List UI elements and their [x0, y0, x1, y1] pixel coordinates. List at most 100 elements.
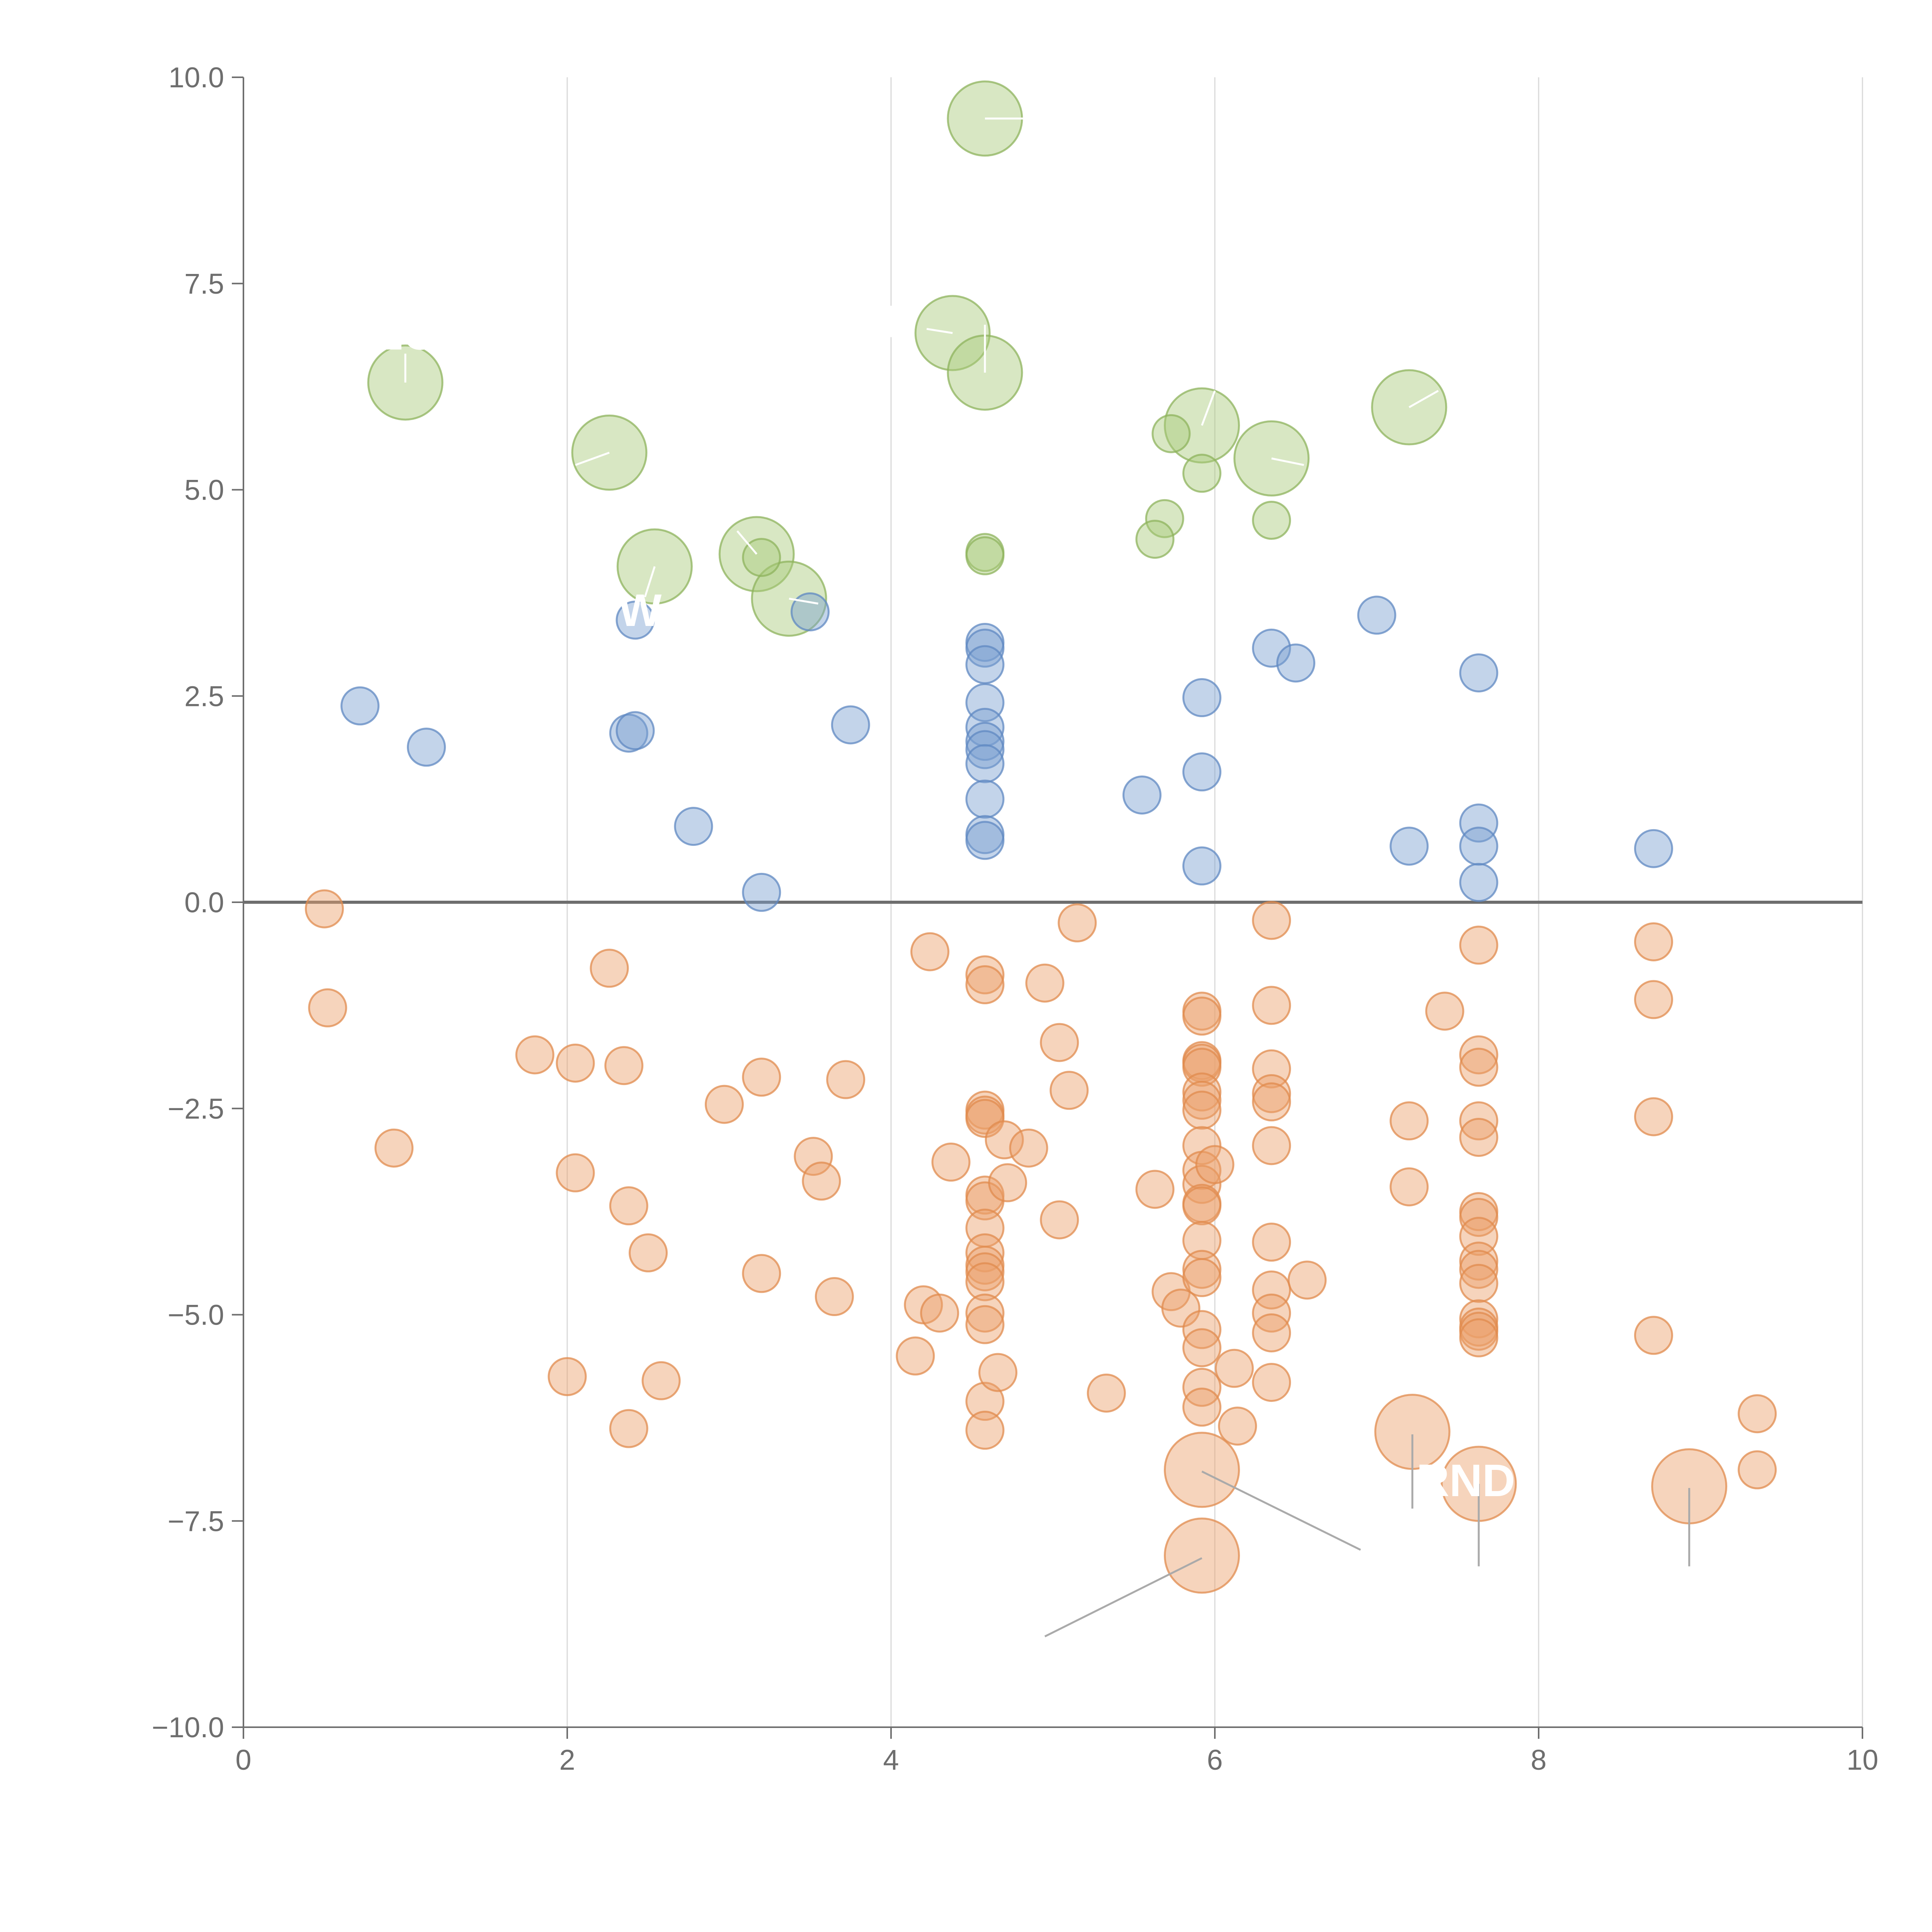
data-point-downregulated: [965, 1262, 1005, 1301]
data-point-downregulated: [742, 1254, 781, 1293]
data-point-downregulated: [1182, 1328, 1221, 1367]
data-point-downregulated: [1252, 1313, 1291, 1352]
x-tick-label: 8: [1531, 1744, 1546, 1776]
data-point-downregulated: [896, 1336, 935, 1376]
data-point-downregulated: [590, 949, 629, 988]
data-point-upregulated: [1135, 520, 1175, 559]
data-point-downregulated: [802, 1162, 841, 1201]
data-point-downregulated: [1182, 1388, 1221, 1427]
data-point-downregulated: [1087, 1373, 1126, 1413]
data-point-downregulated: [1218, 1406, 1257, 1446]
data-point-downregulated: [1738, 1450, 1777, 1490]
data-point-downregulated: [1252, 1270, 1291, 1310]
y-tick-label: 5.0: [184, 474, 224, 506]
data-point-downregulated: [1049, 1071, 1089, 1110]
data-point-downregulated: [1459, 1318, 1498, 1357]
data-point-moderate-up: [831, 705, 870, 745]
data-point-downregulated: [1459, 1035, 1498, 1075]
data-point-downregulated: [1214, 1349, 1254, 1388]
data-point-downregulated: [1634, 980, 1673, 1019]
data-point-moderate-up: [965, 722, 1005, 761]
data-point-upregulated: [1182, 454, 1221, 493]
point-annotation-label: W: [619, 585, 662, 636]
data-point-downregulated: [965, 1099, 1005, 1138]
data-point-downregulated: [988, 1163, 1027, 1202]
data-point-moderate-up: [1459, 827, 1498, 866]
label-leader-line: [644, 566, 656, 597]
label-leader-line: [1271, 457, 1304, 466]
data-point-downregulated: [1252, 1082, 1291, 1122]
data-point-moderate-up: [965, 730, 1005, 769]
data-point-downregulated: [985, 1120, 1024, 1160]
data-point-moderate-up: [1122, 775, 1162, 815]
data-point-downregulated: [1009, 1128, 1048, 1168]
data-point-downregulated: [556, 1153, 595, 1192]
data-point-downregulated: [556, 1043, 595, 1083]
data-point-upregulated: [1151, 414, 1191, 453]
point-annotation-label: D: [883, 296, 915, 347]
data-point-downregulated: [1389, 1167, 1429, 1207]
data-point-downregulated: [965, 965, 1005, 1004]
data-point-downregulated: [826, 1060, 866, 1099]
data-point-downregulated: [1459, 1250, 1498, 1289]
data-point-moderate-up: [1182, 752, 1221, 792]
label-leader-line: [789, 597, 818, 605]
data-point-downregulated: [931, 1143, 971, 1182]
data-point-downregulated: [609, 1186, 648, 1226]
leader-lines: [404, 117, 1690, 1638]
data-point-downregulated: [1252, 1126, 1291, 1165]
data-point-downregulated: [1634, 922, 1673, 961]
data-point-moderate-up: [1182, 846, 1221, 886]
data-point-moderate-up: [1252, 628, 1291, 668]
data-point-moderate-up: [674, 807, 713, 846]
data-point-downregulated: [1040, 1200, 1079, 1240]
data-point-downregulated: [1389, 1101, 1429, 1141]
data-point-moderate-up: [1634, 829, 1673, 868]
data-point-downregulated: [609, 1409, 648, 1448]
data-point-moderate-up: [1182, 678, 1221, 718]
point-annotation-label: A: [648, 408, 681, 459]
axes: 10.0 7.5 5.0 2.5 0.0 −2.5 −5.0 −7.5 −10.0 0 2 4 6 8 10: [152, 61, 1878, 1776]
annotations: LC A W D RND: [375, 296, 1515, 1507]
data-point-upregulated: [1145, 499, 1184, 538]
label-leader-line: [1201, 390, 1216, 426]
y-tick-label: −2.5: [168, 1093, 224, 1125]
data-point-downregulated: [704, 1085, 744, 1124]
data-point-moderate-up: [965, 645, 1005, 684]
data-point-moderate-up: [1459, 863, 1498, 902]
label-leader-line: [1044, 1557, 1202, 1638]
data-point-downregulated: [308, 988, 347, 1027]
data-point-moderate-up: [616, 600, 655, 640]
y-tick-label: 10.0: [168, 61, 224, 94]
data-point-moderate-up: [340, 686, 380, 726]
data-point-moderate-up: [616, 711, 655, 750]
data-point-downregulated: [1252, 901, 1291, 940]
data-point-downregulated: [305, 889, 344, 929]
data-point-downregulated: [815, 1277, 854, 1316]
x-tick-label: 2: [559, 1744, 575, 1776]
y-tick-label: 0.0: [184, 886, 224, 918]
data-point-downregulated: [965, 1252, 1005, 1291]
data-point-downregulated: [515, 1035, 554, 1075]
data-point-downregulated: [641, 1361, 681, 1400]
data-point-downregulated: [1634, 1097, 1673, 1136]
y-tick-label: −7.5: [168, 1505, 224, 1537]
label-leader-line: [926, 328, 953, 334]
data-point-downregulated: [1182, 997, 1221, 1036]
data-point-downregulated: [1252, 1223, 1291, 1262]
data-point-moderate-up: [1459, 653, 1498, 692]
data-point-downregulated: [965, 1382, 1005, 1421]
data-point-downregulated: [1252, 1293, 1291, 1333]
data-point-moderate-up: [965, 821, 1005, 860]
label-leader-line: [1201, 1470, 1361, 1551]
data-point-moderate-up: [1389, 827, 1429, 866]
data-points: [305, 80, 1777, 1594]
data-point-downregulated: [1252, 1363, 1291, 1402]
data-point-downregulated: [1459, 925, 1498, 965]
label-leader-line: [1408, 390, 1439, 408]
data-point-downregulated: [1459, 1048, 1498, 1087]
data-point-downregulated: [1182, 1186, 1221, 1226]
label-leader-line: [575, 452, 610, 466]
